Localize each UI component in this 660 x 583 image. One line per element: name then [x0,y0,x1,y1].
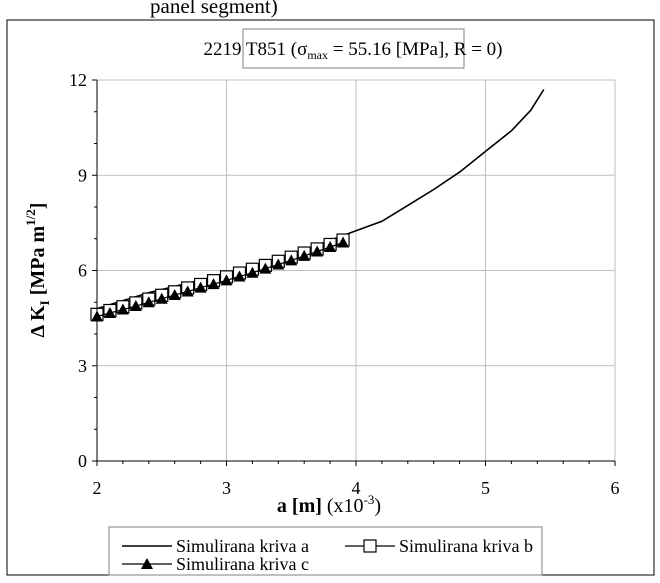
y-tick-label: 0 [78,451,87,471]
legend-marker-c [141,558,153,569]
chart-title: 2219 T851 (σmax = 55.16 [MPa], R = 0) [204,39,503,62]
y-tick-label: 9 [78,165,87,185]
data-point-triangle [298,249,311,261]
legend: Simulirana kriva a Simulirana kriva b Si… [108,526,543,576]
x-tick-label: 3 [222,478,231,498]
axis-ticks [92,79,616,466]
data-point-triangle [272,258,285,270]
data-point-triangle [337,236,350,248]
data-point-triangle [142,296,155,308]
data-point-triangle [324,241,337,253]
y-tick-label: 3 [78,356,87,376]
data-point-triangle [103,307,116,319]
legend-marker-b [363,539,377,553]
tick-labels: 2 3 4 5 6 0 3 6 9 12 [69,70,620,498]
data-point-triangle [233,270,246,282]
y-axis-label: ΔKI [MPa m1/2] [23,203,52,338]
title-frame [242,28,465,69]
gridlines [97,79,616,461]
data-point-triangle [246,266,259,278]
y-tick-label: 6 [78,261,87,281]
x-tick-label: 6 [611,478,620,498]
chart-title-box: 2219 T851 (σmax = 55.16 [MPa], R = 0) [204,28,503,69]
data-point-triangle [259,262,272,274]
data-point-triangle [220,274,233,286]
x-tick-label: 5 [481,478,490,498]
legend-label-b: Simulirana kriva b [399,536,533,556]
legend-label-a: Simulirana kriva a [176,536,309,556]
legend-frame [108,526,543,576]
top-cut-text: panel segment) [150,0,278,18]
y-tick-label: 12 [69,70,87,90]
data-point-triangle [194,281,207,293]
data-point-triangle [168,288,181,300]
legend-entry-a: Simulirana kriva a [122,536,309,556]
data-point-triangle [116,303,129,315]
data-point-triangle [129,300,142,312]
legend-label-c: Simulirana kriva c [176,554,309,574]
x-tick-label: 2 [93,478,102,498]
data-point-triangle [181,285,194,297]
legend-entry-b: Simulirana kriva b [345,536,533,556]
chart-area-frame [6,19,655,576]
data-point-triangle [155,292,168,304]
x-tick-label: 4 [352,478,361,498]
legend-entry-c: Simulirana kriva c [122,554,309,574]
data-point-triangle [207,278,220,290]
series-simulirana-kriva-c [91,236,350,322]
x-axis-label: a [m] (x10-3) [277,492,381,517]
data-point-triangle [311,245,324,257]
data-point-triangle [285,254,298,266]
